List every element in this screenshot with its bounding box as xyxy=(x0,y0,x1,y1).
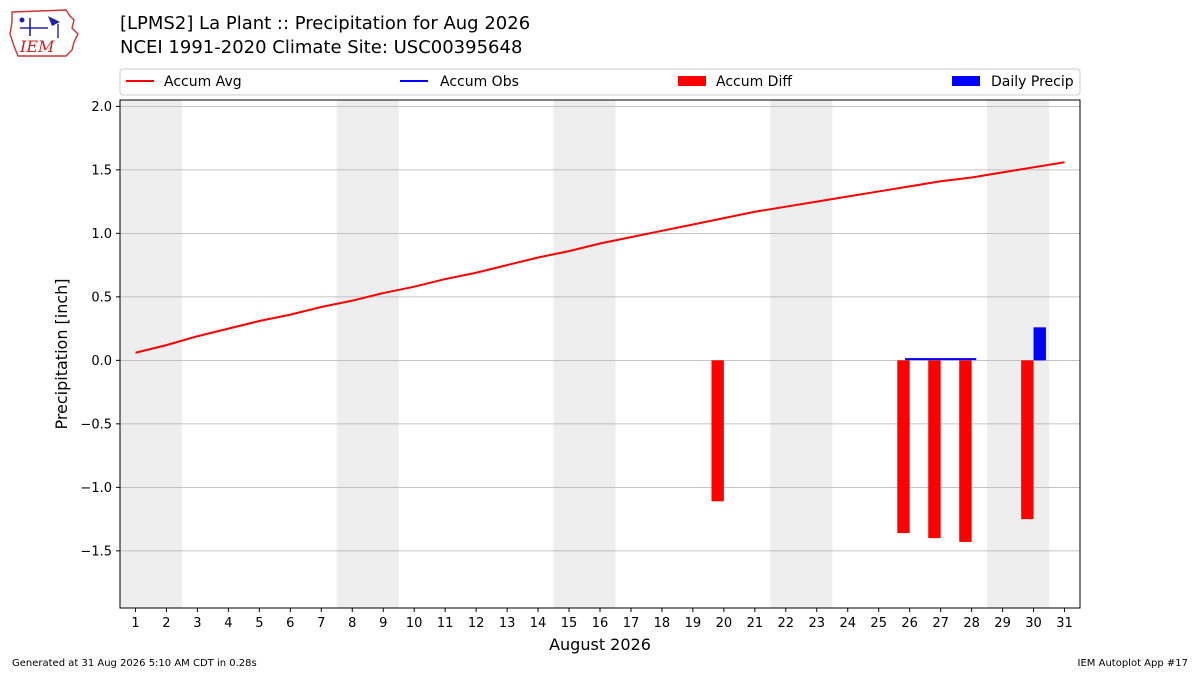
y-tick-label: −1.5 xyxy=(80,544,112,559)
iem-logo-text: IEM xyxy=(19,37,55,56)
iem-logo: IEM xyxy=(9,9,79,57)
weekend-band xyxy=(553,100,616,608)
x-tick-label: 13 xyxy=(499,616,516,631)
daily-precip-bar xyxy=(1033,327,1046,361)
y-tick-label: 1.5 xyxy=(91,163,112,178)
x-axis-label: August 2026 xyxy=(549,635,651,654)
y-tick-label: 2.0 xyxy=(91,100,112,115)
weekend-band xyxy=(336,100,399,608)
x-tick-label: 8 xyxy=(348,616,356,631)
x-tick-label: 12 xyxy=(468,616,485,631)
x-tick-label: 27 xyxy=(932,616,949,631)
chart-title: [LPMS2] La Plant :: Precipitation for Au… xyxy=(120,13,531,34)
x-axis-ticks: 1 2 3 4 5 6 7 8 9 10 11 12 13 14 15 16 17 18 19 20 21 22 23 24 2… xyxy=(131,608,1073,631)
x-tick-label: 5 xyxy=(255,616,263,631)
generated-timestamp: Generated at 31 Aug 2026 5:10 AM CDT in … xyxy=(12,658,257,669)
y-axis-label: Precipitation [inch] xyxy=(52,278,71,429)
chart-subtitle: NCEI 1991-2020 Climate Site: USC00395648 xyxy=(120,37,523,58)
x-tick-label: 16 xyxy=(592,616,609,631)
bars-layer xyxy=(711,327,1046,542)
x-tick-label: 19 xyxy=(685,616,702,631)
app-credit: IEM Autoplot App #17 xyxy=(1077,658,1188,669)
x-tick-label: 18 xyxy=(654,616,671,631)
accum-diff-bar xyxy=(1021,360,1034,520)
x-tick-label: 10 xyxy=(406,616,423,631)
legend: Accum Avg Accum Obs Accum Diff Daily Precip xyxy=(119,68,1081,96)
y-tick-label: −0.5 xyxy=(80,417,112,432)
x-tick-label: 17 xyxy=(623,616,640,631)
x-tick-label: 24 xyxy=(839,616,856,631)
x-tick-label: 14 xyxy=(530,616,547,631)
x-tick-label: 6 xyxy=(286,616,294,631)
x-tick-label: 23 xyxy=(809,616,826,631)
y-tick-label: −1.0 xyxy=(80,481,112,496)
accum-diff-bar xyxy=(897,360,910,534)
accum-avg-line xyxy=(135,161,1065,354)
x-tick-label: 20 xyxy=(716,616,733,631)
x-tick-label: 21 xyxy=(747,616,764,631)
x-tick-label: 11 xyxy=(437,616,454,631)
accum-diff-bar xyxy=(711,360,724,502)
x-tick-label: 25 xyxy=(870,616,887,631)
x-tick-label: 4 xyxy=(224,616,232,631)
legend-label: Daily Precip xyxy=(991,74,1074,90)
x-tick-label: 22 xyxy=(778,616,795,631)
x-tick-label: 26 xyxy=(901,616,918,631)
x-tick-label: 31 xyxy=(1056,616,1073,631)
y-gridlines xyxy=(120,105,1080,552)
legend-swatch-bar xyxy=(678,76,706,86)
legend-label: Accum Obs xyxy=(440,74,519,90)
y-tick-label: 0.5 xyxy=(91,290,112,305)
iem-iowa-logo-icon xyxy=(9,9,79,57)
weekend-bands xyxy=(120,100,1050,608)
x-tick-label: 7 xyxy=(317,616,325,631)
lines-layer xyxy=(135,161,1065,361)
accum-diff-bar xyxy=(959,360,972,542)
x-tick-label: 9 xyxy=(379,616,387,631)
x-tick-label: 3 xyxy=(193,616,201,631)
x-tick-label: 2 xyxy=(162,616,170,631)
legend-box xyxy=(119,68,1081,96)
x-tick-label: 1 xyxy=(131,616,139,631)
legend-label: Accum Diff xyxy=(716,74,792,90)
legend-label: Accum Avg xyxy=(164,74,242,90)
x-tick-label: 28 xyxy=(963,616,980,631)
y-axis-ticks: −1.5 −1.0 −0.5 0.0 0.5 1.0 1.5 2.0 xyxy=(80,100,120,559)
x-tick-label: 29 xyxy=(994,616,1011,631)
x-tick-label: 30 xyxy=(1025,616,1042,631)
y-tick-label: 0.0 xyxy=(91,354,112,369)
legend-swatch-bar xyxy=(952,76,980,86)
weekend-band xyxy=(120,100,182,608)
x-tick-label: 15 xyxy=(561,616,578,631)
y-tick-label: 1.0 xyxy=(91,227,112,242)
weekend-band xyxy=(770,100,833,608)
accum-diff-bar xyxy=(928,360,941,539)
